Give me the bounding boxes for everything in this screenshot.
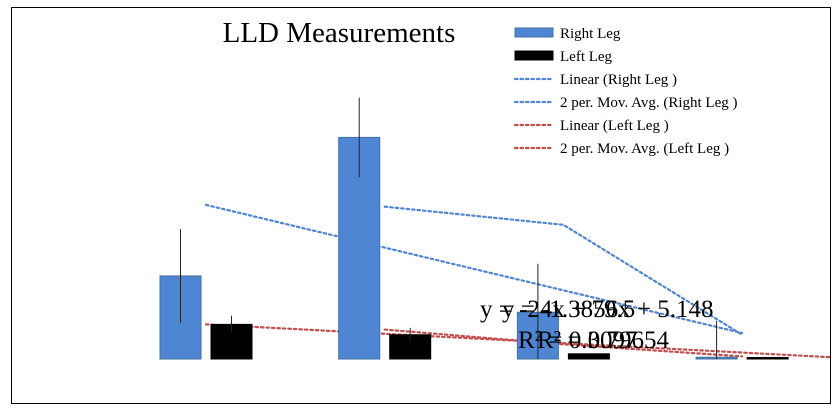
legend-key-1 xyxy=(514,27,554,38)
chart-title: LLD Measurements xyxy=(223,17,456,49)
legend-item-3: Linear (Right Leg ) xyxy=(513,72,677,88)
legend: Right Leg Left Leg Linear (Right Leg ) 2 pe… xyxy=(513,26,737,157)
trendline-equation-2: y = -1.3856x + 5.148 xyxy=(502,296,714,323)
bar-left-leg-3 xyxy=(567,353,610,360)
trendline-equation-1: y = -24x + 79.5 xyxy=(480,296,635,323)
trendline-4 xyxy=(383,328,744,358)
legend-item-4: 2 per. Mov. Avg. (Right Leg ) xyxy=(513,95,737,111)
legend-key-2 xyxy=(514,50,554,61)
trendline-2 xyxy=(383,205,744,336)
trendline-r-squared-2: R² = 0.79654 xyxy=(537,327,670,354)
legend-item-5: Linear (Left Leg ) xyxy=(513,118,669,134)
legend-item-1: Right Leg xyxy=(514,26,621,42)
error-bars xyxy=(180,97,718,359)
legend-label-3: Linear (Right Leg ) xyxy=(560,72,677,88)
legend-label-1: Right Leg xyxy=(560,26,621,42)
legend-item-2: Left Leg xyxy=(514,49,613,65)
legend-label-2: Left Leg xyxy=(560,49,613,65)
legend-item-6: 2 per. Mov. Avg. (Left Leg ) xyxy=(513,141,729,157)
trendline-r-squared-1: R² = 0.3097 xyxy=(518,327,638,354)
legend-label-4: 2 per. Mov. Avg. (Right Leg ) xyxy=(560,95,737,111)
trendline-1 xyxy=(204,203,744,335)
legend-label-6: 2 per. Mov. Avg. (Left Leg ) xyxy=(560,141,729,157)
legend-label-5: Linear (Left Leg ) xyxy=(560,118,669,134)
bar-left-leg-4 xyxy=(746,357,789,360)
trendline-annotations: y = -24x + 79.5 y = -1.3856x + 5.148 R² … xyxy=(480,296,714,354)
